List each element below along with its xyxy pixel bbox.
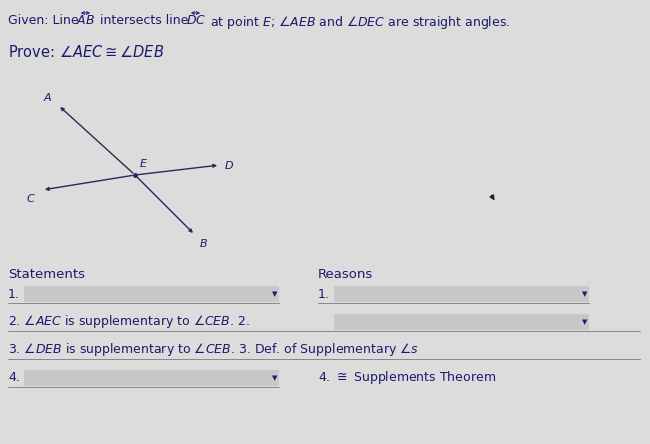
Text: $\mathit{E}$: $\mathit{E}$	[139, 157, 148, 169]
Text: ▼: ▼	[272, 375, 277, 381]
Text: Reasons: Reasons	[318, 268, 373, 281]
Text: 1.: 1.	[318, 288, 330, 301]
Text: 4.: 4.	[8, 370, 20, 384]
Text: $\mathit{D}$: $\mathit{D}$	[224, 159, 234, 171]
Bar	[334, 314, 589, 330]
Bar	[24, 370, 279, 386]
Text: at point $\mathit{E}$; $\angle\mathit{AEB}$ and $\angle\mathit{DEC}$ are straigh: at point $\mathit{E}$; $\angle\mathit{AE…	[210, 14, 510, 31]
Text: $\mathit{C}$: $\mathit{C}$	[26, 192, 36, 204]
Text: ▼: ▼	[582, 319, 587, 325]
Text: ▼: ▼	[582, 291, 587, 297]
Text: $\mathit{A}$: $\mathit{A}$	[42, 91, 52, 103]
Text: Prove: $\angle\mathit{AEC} \cong \angle\mathit{DEB}$: Prove: $\angle\mathit{AEC} \cong \angle\…	[8, 44, 164, 60]
Bar	[334, 286, 589, 302]
Text: ▼: ▼	[272, 291, 277, 297]
Text: $\mathit{AB}$: $\mathit{AB}$	[76, 14, 95, 27]
Text: $\mathit{DC}$: $\mathit{DC}$	[186, 14, 206, 27]
Text: 1.: 1.	[8, 288, 20, 301]
Bar	[24, 286, 279, 302]
Text: 3. $\angle\mathit{DEB}$ is supplementary to $\angle\mathit{CEB}$. 3. Def. of Sup: 3. $\angle\mathit{DEB}$ is supplementary…	[8, 341, 419, 357]
Text: Given: Line: Given: Line	[8, 14, 83, 27]
Text: 2. $\angle\mathit{AEC}$ is supplementary to $\angle\mathit{CEB}$. 2.: 2. $\angle\mathit{AEC}$ is supplementary…	[8, 313, 250, 329]
Text: 4. $\cong$ Supplements Theorem: 4. $\cong$ Supplements Theorem	[318, 369, 496, 385]
Text: Statements: Statements	[8, 268, 85, 281]
Text: intersects line: intersects line	[100, 14, 192, 27]
Text: $\mathit{B}$: $\mathit{B}$	[199, 237, 208, 249]
